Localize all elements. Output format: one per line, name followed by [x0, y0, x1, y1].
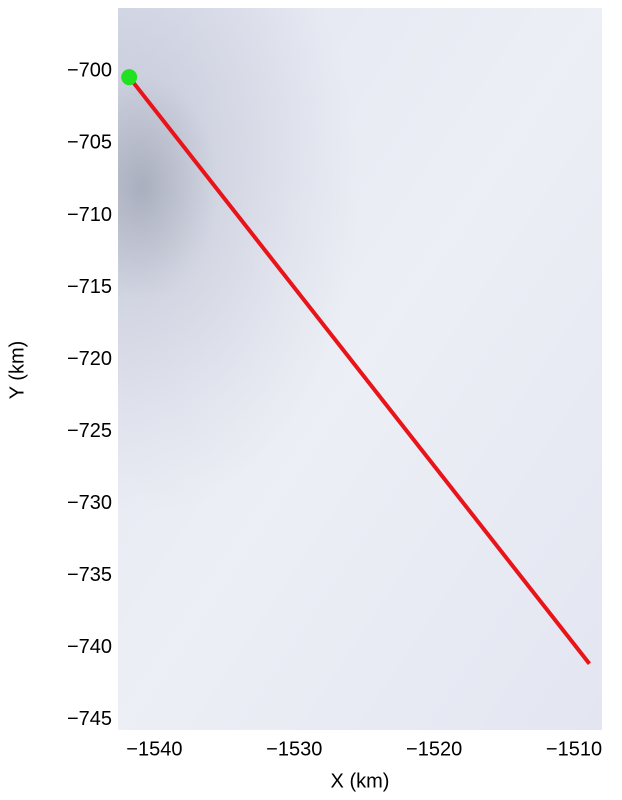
track-line: [127, 75, 591, 665]
y-tick-label: −740: [67, 636, 112, 658]
x-tick-label: −1530: [266, 738, 322, 760]
x-axis-label: X (km): [331, 770, 390, 792]
y-tick-label: −710: [67, 204, 112, 226]
y-tick-label: −715: [67, 276, 112, 298]
y-tick-label: −735: [67, 564, 112, 586]
x-tick-label: −1510: [546, 738, 602, 760]
start-point: [121, 69, 138, 86]
y-tick-label: −725: [67, 420, 112, 442]
y-tick-label: −730: [67, 492, 112, 514]
y-tick-label: −700: [67, 60, 112, 82]
y-tick-label: −720: [67, 348, 112, 370]
y-tick-label: −705: [67, 132, 112, 154]
y-tick-label: −745: [67, 708, 112, 730]
y-axis-label: Y (km): [6, 341, 28, 400]
x-tick-label: −1540: [126, 738, 182, 760]
x-tick-label: −1520: [406, 738, 462, 760]
